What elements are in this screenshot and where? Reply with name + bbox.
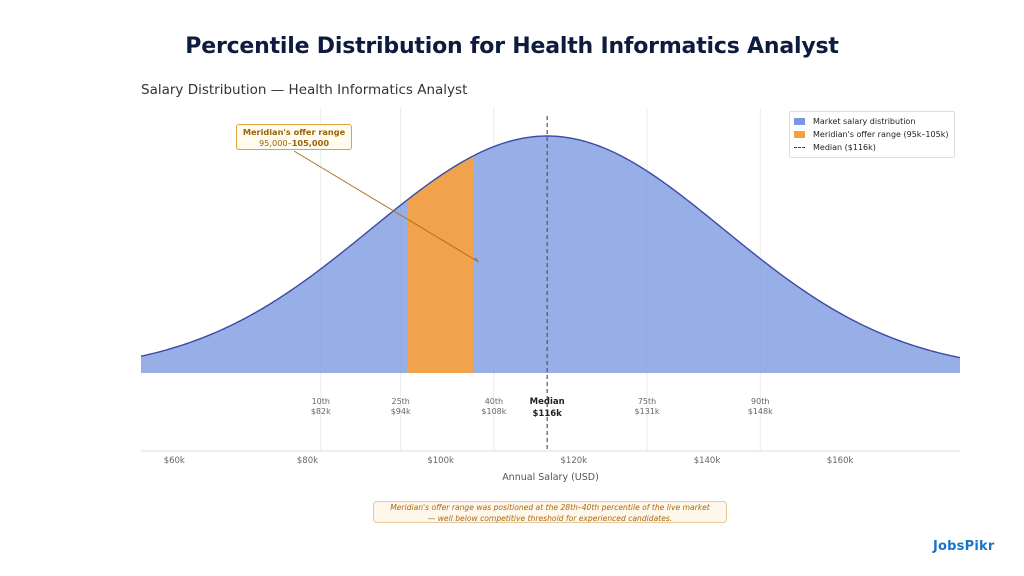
callout-range-high: 105,000 — [291, 138, 330, 148]
x-tick-label: $120k — [561, 456, 588, 466]
footnote-line-1: Meridian's offer range was positioned at… — [390, 503, 710, 512]
callout-arrow-head — [473, 258, 479, 262]
percentile-name-40th: 40th — [485, 397, 503, 406]
footnote: Meridian's offer range was positioned at… — [373, 501, 727, 523]
legend-label-offer: Meridian's offer range (95k–105k) — [813, 130, 949, 139]
jobspikr-logo: JobsPikr — [933, 539, 995, 554]
distribution-curve — [140, 135, 961, 359]
percentile-value-90th: $148k — [748, 407, 773, 416]
legend-item-market: Market salary distribution — [794, 115, 950, 128]
legend-item-offer: Meridian's offer range (95k–105k) — [794, 128, 950, 141]
percentile-name-25th: 25th — [391, 397, 409, 406]
callout-range-low: 95,000– — [258, 138, 292, 148]
percentile-value-10th: $82k — [311, 407, 331, 416]
page-title: Percentile Distribution for Health Infor… — [185, 34, 839, 59]
callout-arrow-line — [293, 150, 479, 263]
median-value-label: $116k — [533, 409, 563, 419]
x-tick-label: $140k — [694, 456, 721, 466]
x-axis-label: Annual Salary (USD) — [502, 472, 599, 483]
percentile-name-90th: 90th — [751, 397, 769, 406]
offer-range-area — [407, 155, 474, 373]
offer-range-callout: Meridian's offer range 95,000–105,000 — [236, 124, 352, 150]
percentile-value-40th: $108k — [481, 407, 506, 416]
chart-legend: Market salary distribution Meridian's of… — [789, 111, 955, 158]
x-tick-label: $80k — [297, 456, 318, 466]
legend-label-market: Market salary distribution — [813, 117, 916, 126]
footnote-line-2: — well below competitive threshold for e… — [427, 513, 673, 523]
percentile-value-25th: $94k — [391, 407, 411, 416]
x-tick-label: $100k — [427, 456, 454, 466]
chart-title: Salary Distribution — Health Informatics… — [141, 82, 468, 98]
percentile-name-75th: 75th — [638, 397, 656, 406]
x-tick-label: $60k — [164, 456, 185, 466]
legend-swatch-median — [794, 147, 805, 148]
market-distribution-area — [141, 136, 960, 373]
legend-item-median: Median ($116k) — [794, 141, 950, 154]
callout-title: Meridian's offer range — [242, 127, 346, 137]
legend-swatch-market — [794, 118, 805, 125]
x-tick-label: $160k — [827, 456, 854, 466]
median-label: Median — [530, 397, 565, 407]
callout-range: 95,000–105,000 — [237, 138, 351, 149]
legend-swatch-offer — [794, 131, 805, 138]
percentile-value-75th: $131k — [635, 407, 660, 416]
legend-label-median: Median ($116k) — [813, 143, 876, 152]
percentile-name-10th: 10th — [312, 397, 330, 406]
